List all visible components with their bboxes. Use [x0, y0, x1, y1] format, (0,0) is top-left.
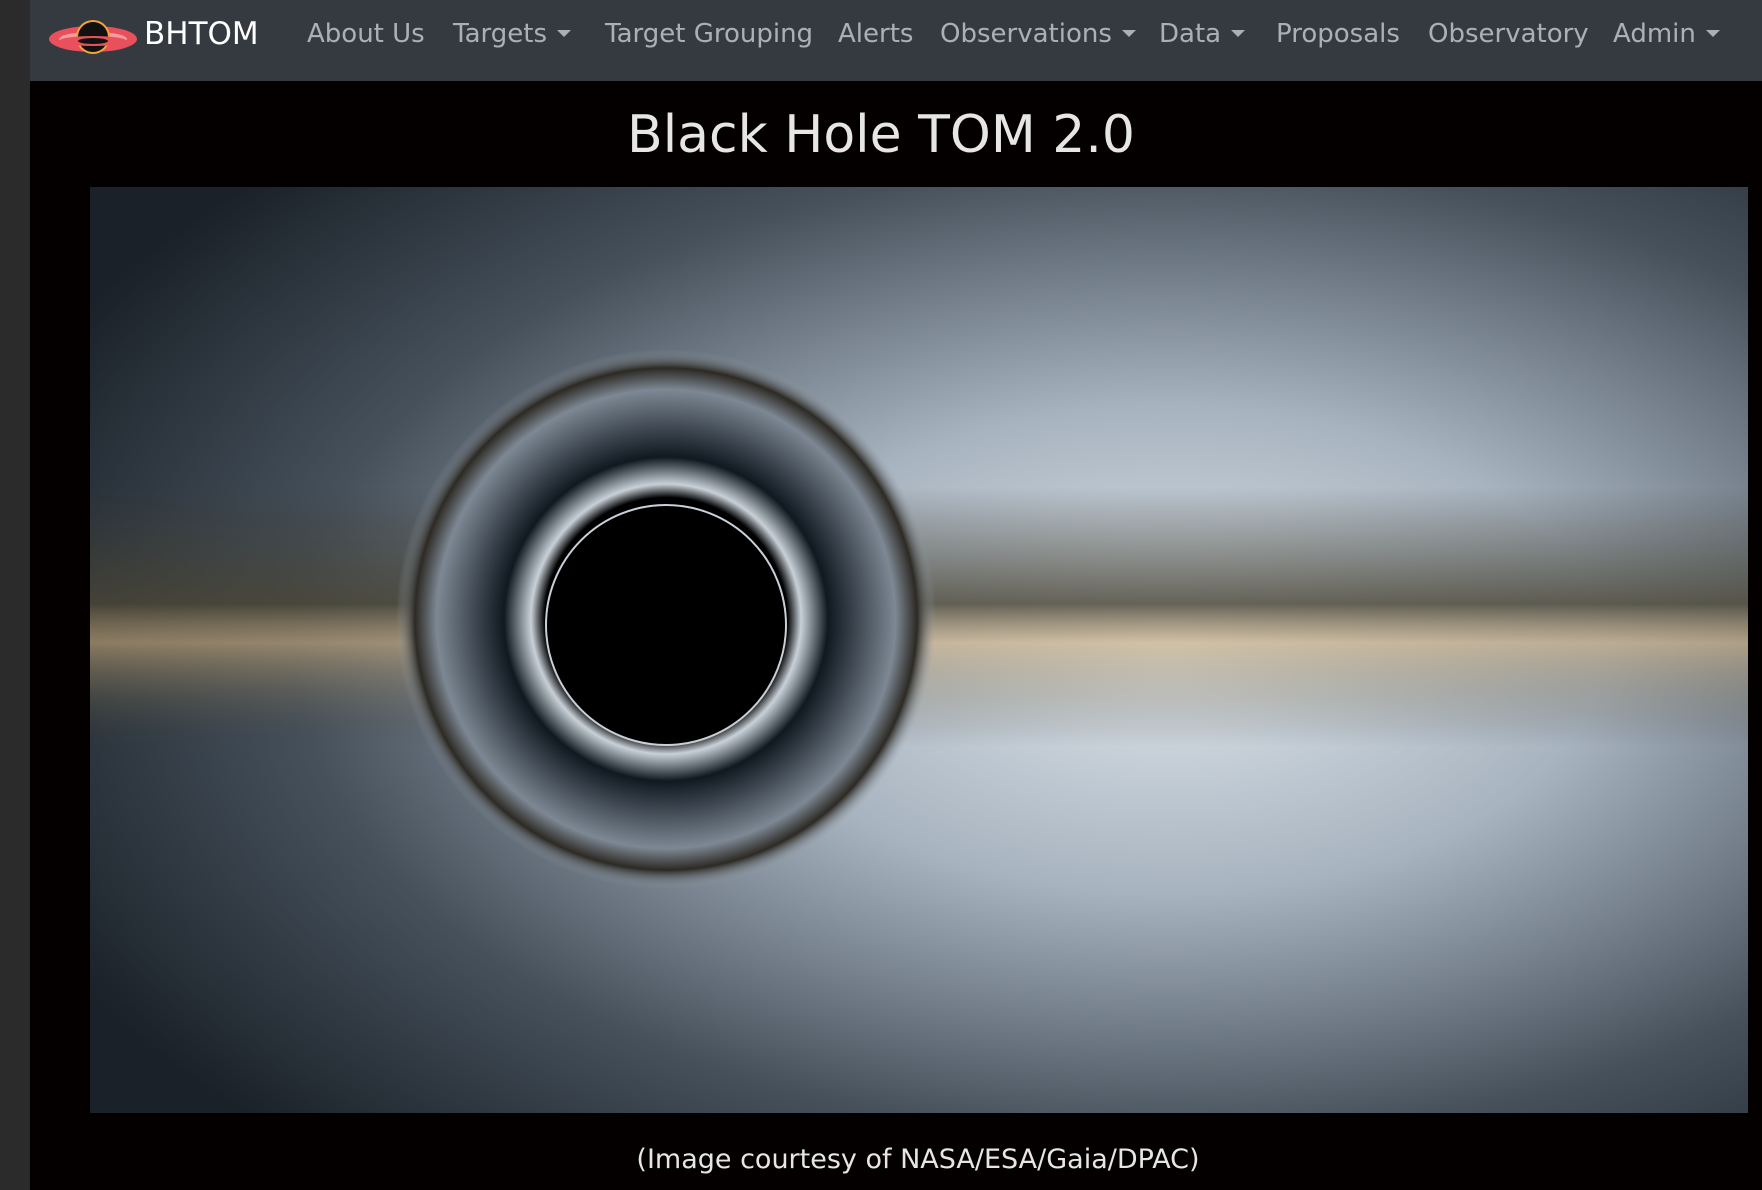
nav-link[interactable]: About Us	[307, 0, 425, 68]
image-caption: (Image courtesy of NASA/ESA/Gaia/DPAC)	[30, 1144, 1762, 1175]
nav-link[interactable]: Proposals	[1276, 0, 1400, 68]
nav-dropdown[interactable]: Admin	[1613, 0, 1720, 68]
hero-image	[90, 187, 1748, 1113]
nav-link[interactable]: Alerts	[838, 0, 913, 68]
navbar: BHTOM About Us Targets Target Grouping A…	[30, 0, 1762, 81]
brand[interactable]: BHTOM	[144, 0, 259, 68]
logo[interactable]	[48, 16, 138, 62]
page-title: Black Hole TOM 2.0	[30, 105, 1732, 165]
nav-dropdown[interactable]: Targets	[453, 0, 571, 68]
nav-link[interactable]: Observatory	[1428, 0, 1589, 68]
nav-link[interactable]: Target Grouping	[605, 0, 813, 68]
nav-dropdown[interactable]: Observations	[940, 0, 1136, 68]
nav-dropdown[interactable]: Data	[1159, 0, 1245, 68]
page: BHTOM About Us Targets Target Grouping A…	[0, 0, 1762, 1190]
side-strip	[0, 0, 30, 1190]
